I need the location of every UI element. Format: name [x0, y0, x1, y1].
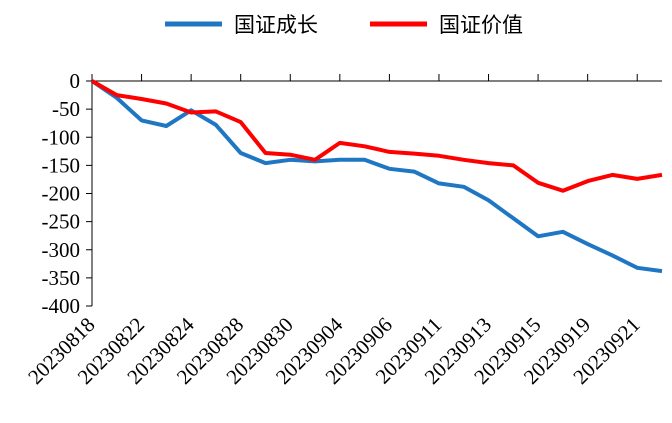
- y-tick-label: -100: [42, 125, 81, 149]
- y-tick-label: 0: [70, 69, 81, 93]
- y-tick-label: -400: [42, 294, 81, 318]
- y-tick-label: -50: [52, 97, 80, 121]
- series-layer: [90, 79, 663, 274]
- legend-label-value: 国证价值: [439, 13, 523, 37]
- x-axis: 2023081820230822202308242023082820230830…: [23, 74, 662, 389]
- y-tick-label: -150: [42, 153, 81, 177]
- legend: 国证成长 国证价值: [165, 13, 523, 37]
- legend-label-growth: 国证成长: [234, 13, 318, 37]
- y-tick-label: -250: [42, 210, 81, 234]
- y-axis: 0 -50 -100 -150 -200 -250 -300 -350 -400: [42, 69, 93, 318]
- y-tick-label: -350: [42, 266, 81, 290]
- y-tick-label: -200: [42, 182, 81, 206]
- y-tick-label: -300: [42, 238, 81, 262]
- legend-item-growth: 国证成长: [165, 13, 318, 37]
- legend-item-value: 国证价值: [370, 13, 523, 37]
- series-line-value: [91, 79, 663, 193]
